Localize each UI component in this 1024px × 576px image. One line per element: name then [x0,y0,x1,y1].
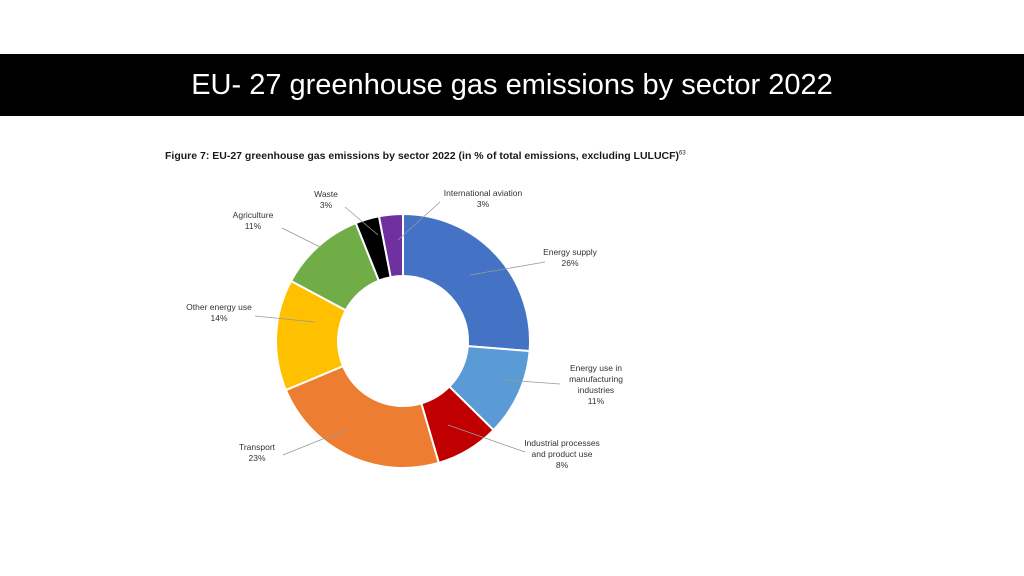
slice-label-agriculture: Agriculture 11% [233,210,274,231]
slice-transport [284,364,441,469]
slice-international-aviation [377,212,404,279]
slice-label-energy-supply: Energy supply 26% [543,247,598,268]
slice-energy-supply [402,212,531,353]
leader-line-energy-use-in-manufacturing-industries [504,379,561,385]
figure-caption-footnote: 63 [679,150,686,157]
leader-line-agriculture [281,227,323,249]
slice-label-international-aviation: International aviation 3% [444,188,523,209]
leader-line-international-aviation [397,201,441,241]
slice-label-other-energy-use: Other energy use 14% [186,302,252,323]
leader-line-industrial-processes-and-product-use [447,424,526,453]
figure-caption-text: Figure 7: EU-27 greenhouse gas emissions… [165,150,680,162]
slice-label-energy-use-in-manufacturing-industries: Energy use in manufacturing industries 11% [569,363,623,406]
slice-label-waste: Waste 3% [314,189,338,210]
leader-line-other-energy-use [254,315,316,323]
slice-label-industrial-processes-and-product-use: Industrial processes and product use 8% [524,438,600,470]
leader-line-waste [344,206,379,236]
slice-label-transport: Transport 23% [239,442,276,463]
leader-line-transport [282,429,346,456]
slide-title: EU- 27 greenhouse gas emissions by secto… [191,69,833,101]
leader-line-energy-supply [469,261,546,276]
figure-caption: Figure 7: EU-27 greenhouse gas emissions… [165,150,686,162]
title-banner: EU- 27 greenhouse gas emissions by secto… [0,54,1024,116]
